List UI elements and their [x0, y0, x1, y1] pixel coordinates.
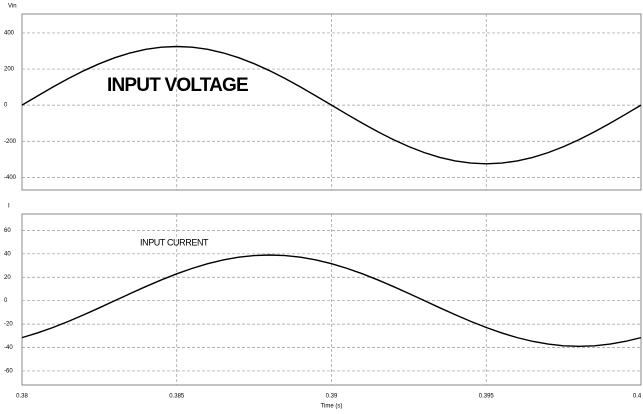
y-tick-label: -400	[4, 175, 17, 181]
x-tick-label: 0.39	[326, 394, 338, 400]
x-tick-label: 0.395	[479, 394, 495, 400]
x-tick-label: 0.385	[169, 394, 185, 400]
series-line	[21, 45, 642, 165]
y-tick-label: -20	[4, 322, 13, 328]
y-tick-label: 200	[4, 67, 15, 73]
y-tick-label: -60	[4, 369, 13, 375]
x-axis-label: Time (s)	[321, 404, 343, 410]
y-axis-label: I	[8, 204, 10, 210]
x-tick-label: 0.38	[16, 394, 28, 400]
y-tick-label: 40	[4, 251, 11, 257]
y-tick-label: 20	[4, 275, 11, 281]
annotation: INPUT VOLTAGE	[107, 75, 248, 96]
x-tick-label: 0.4	[633, 394, 642, 400]
series-line	[21, 254, 642, 348]
y-tick-label: 60	[4, 228, 11, 234]
y-tick-label: -200	[4, 139, 17, 145]
y-axis-label: Vin	[8, 4, 17, 10]
annotation: INPUT CURRENT	[140, 237, 209, 247]
y-tick-label: 0	[4, 103, 8, 109]
y-tick-label: 400	[4, 31, 15, 37]
y-tick-label: -40	[4, 345, 13, 351]
y-tick-label: 0	[4, 298, 8, 304]
